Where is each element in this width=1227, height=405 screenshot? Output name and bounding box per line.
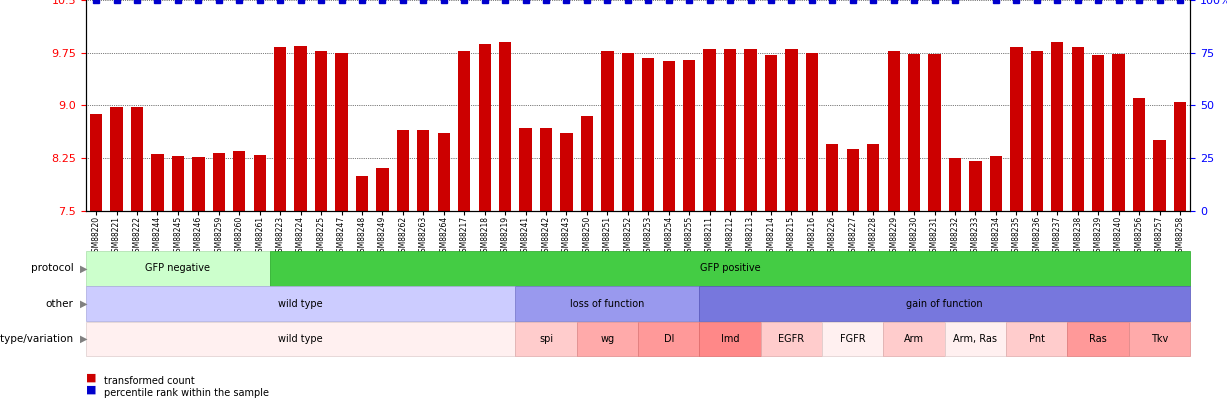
Bar	[1133, 98, 1145, 405]
Bar	[806, 53, 818, 405]
Bar	[396, 130, 409, 405]
Bar	[377, 168, 389, 405]
Bar	[151, 154, 163, 405]
Bar	[294, 46, 307, 405]
Bar	[172, 156, 184, 405]
Text: Imd: Imd	[720, 334, 740, 344]
Bar	[1052, 42, 1064, 405]
Bar	[90, 114, 102, 405]
Text: Ras: Ras	[1090, 334, 1107, 344]
Text: ■: ■	[86, 385, 97, 395]
Text: ▶: ▶	[80, 298, 87, 309]
Bar	[724, 49, 736, 405]
Text: wild type: wild type	[279, 334, 323, 344]
Text: spi: spi	[539, 334, 553, 344]
Bar	[212, 153, 225, 405]
Bar	[356, 175, 368, 405]
Bar	[519, 128, 531, 405]
Bar	[540, 128, 552, 405]
Bar	[990, 156, 1002, 405]
Bar	[1113, 54, 1125, 405]
Text: Dl: Dl	[664, 334, 674, 344]
Bar	[1153, 141, 1166, 405]
Bar	[663, 61, 675, 405]
Bar	[1031, 51, 1043, 405]
Text: Arm: Arm	[904, 334, 924, 344]
Text: gain of function: gain of function	[907, 298, 983, 309]
Text: ▶: ▶	[80, 263, 87, 273]
Bar	[683, 60, 696, 405]
Bar	[335, 53, 347, 405]
Bar	[867, 144, 880, 405]
Bar	[622, 53, 634, 405]
Bar	[764, 55, 777, 405]
Bar	[887, 51, 899, 405]
Bar	[315, 51, 328, 405]
Bar	[561, 133, 573, 405]
Bar	[948, 158, 961, 405]
Text: GFP positive: GFP positive	[699, 263, 761, 273]
Bar	[847, 149, 859, 405]
Bar	[479, 43, 491, 405]
Text: wg: wg	[600, 334, 615, 344]
Text: Arm, Ras: Arm, Ras	[953, 334, 998, 344]
Bar	[908, 54, 920, 405]
Text: GFP negative: GFP negative	[146, 263, 210, 273]
Bar	[969, 162, 982, 405]
Bar	[417, 130, 429, 405]
Bar	[110, 107, 123, 405]
Bar	[499, 42, 512, 405]
Bar	[233, 151, 245, 405]
Bar	[131, 107, 144, 405]
Text: other: other	[45, 298, 74, 309]
Bar	[703, 49, 715, 405]
Text: ▶: ▶	[80, 334, 87, 344]
Text: protocol: protocol	[31, 263, 74, 273]
Text: wild type: wild type	[279, 298, 323, 309]
Bar	[580, 116, 593, 405]
Bar	[601, 51, 614, 405]
Bar	[929, 54, 941, 405]
Text: EGFR: EGFR	[778, 334, 805, 344]
Bar	[785, 49, 798, 405]
Bar	[1010, 47, 1022, 405]
Bar	[438, 133, 450, 405]
Bar	[826, 144, 838, 405]
Bar	[1092, 55, 1104, 405]
Text: FGFR: FGFR	[840, 334, 865, 344]
Bar	[1071, 47, 1083, 405]
Text: transformed count: transformed count	[104, 376, 195, 386]
Bar	[458, 51, 470, 405]
Bar	[642, 58, 654, 405]
Text: genotype/variation: genotype/variation	[0, 334, 74, 344]
Text: loss of function: loss of function	[571, 298, 644, 309]
Bar	[274, 47, 286, 405]
Bar	[193, 157, 205, 405]
Text: ■: ■	[86, 373, 97, 383]
Bar	[254, 155, 266, 405]
Bar	[1174, 102, 1187, 405]
Text: percentile rank within the sample: percentile rank within the sample	[104, 388, 269, 398]
Text: Tkv: Tkv	[1151, 334, 1168, 344]
Text: Pnt: Pnt	[1028, 334, 1045, 344]
Bar	[745, 49, 757, 405]
